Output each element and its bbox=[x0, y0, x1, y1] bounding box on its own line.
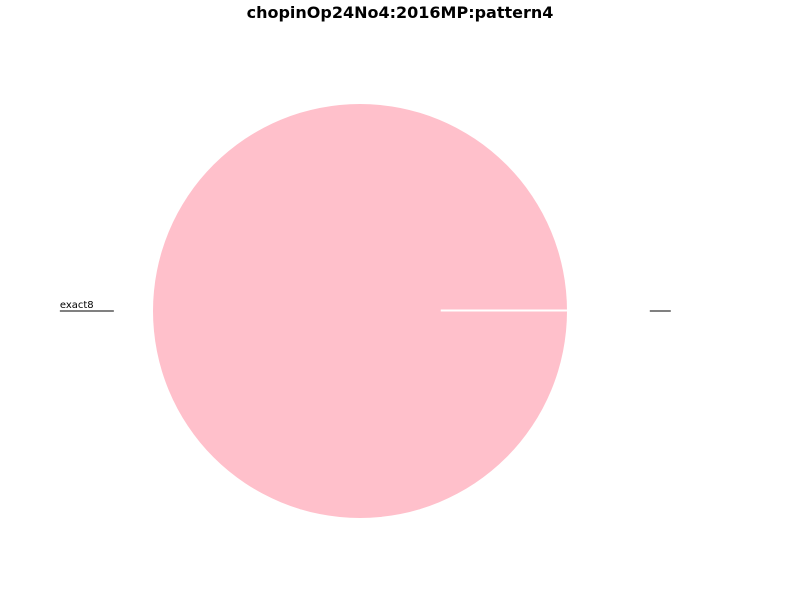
pie-slices bbox=[153, 104, 567, 518]
chart-title: chopinOp24No4:2016MP:pattern4 bbox=[247, 3, 554, 22]
pie-labels: exact8 bbox=[59, 300, 671, 312]
pie-slice-label: exact8 bbox=[60, 300, 94, 311]
pie-slice-exact8 bbox=[153, 104, 567, 518]
